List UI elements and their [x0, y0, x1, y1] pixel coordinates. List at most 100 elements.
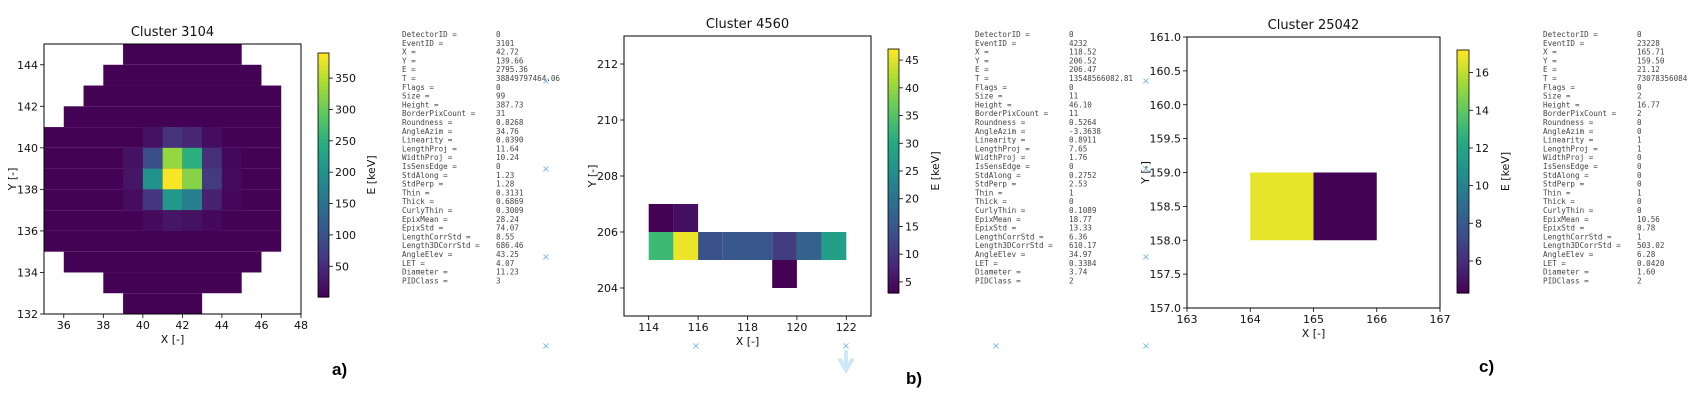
colorbar-band — [888, 179, 899, 184]
param-key: Size = — [402, 92, 430, 101]
param-key: EpixMean = — [1543, 215, 1589, 224]
param-value: 0 — [1069, 197, 1074, 206]
pixel-cell — [182, 168, 203, 190]
colorbar-band — [318, 244, 329, 249]
pixel-cell — [1250, 172, 1314, 241]
colorbar-label: E [keV] — [929, 151, 942, 190]
param-value: 43.25 — [496, 250, 519, 259]
x-tick-label: 120 — [786, 321, 807, 334]
colorbar-tick-label: 300 — [335, 103, 356, 116]
param-key: Length3DCorrStd = — [975, 241, 1053, 250]
param-value: 4232 — [1069, 39, 1087, 48]
colorbar-band — [1457, 252, 1469, 258]
param-key: BorderPixCount = — [402, 109, 476, 118]
param-value: 0 — [1637, 118, 1642, 127]
param-key: EventID = — [975, 39, 1017, 48]
colorbar-band — [888, 93, 899, 99]
colorbar-band — [888, 158, 899, 164]
y-tick-label: 161.0 — [1150, 31, 1182, 44]
param-value: 2795.36 — [496, 65, 528, 74]
param-key: Flags = — [402, 83, 434, 92]
colorbar-tick-label: 10 — [905, 248, 919, 261]
x-tick-label: 166 — [1366, 313, 1387, 326]
pixel-cell — [673, 232, 699, 260]
y-tick-label: 160.5 — [1150, 65, 1182, 78]
param-key: T = — [402, 74, 416, 83]
y-tick-label: 159.0 — [1150, 167, 1182, 180]
colorbar-band — [1457, 212, 1469, 217]
colorbar-band — [318, 272, 329, 278]
colorbar-band — [1457, 62, 1469, 67]
colorbar-band — [888, 199, 899, 205]
param-value: 16.77 — [1637, 100, 1660, 109]
param-key: LengthProj = — [1543, 144, 1598, 153]
parameter-list: DetectorID = 0 EventID = 23228 X = 165.71 Y = 1… — [1543, 30, 1689, 285]
param-value: 31 — [496, 109, 506, 118]
colorbar-band — [318, 240, 329, 245]
colorbar-band — [888, 57, 899, 62]
param-value: 0 — [1637, 171, 1642, 180]
colorbar-band — [1457, 74, 1469, 79]
param-value: 0.3131 — [496, 188, 524, 197]
param-value: 2.53 — [1069, 180, 1087, 189]
param-value: 1 — [1637, 144, 1642, 153]
colorbar-band — [888, 101, 899, 107]
param-key: Diameter = — [1543, 268, 1589, 277]
colorbar-band — [318, 73, 329, 78]
param-key: AngleElev = — [1543, 250, 1594, 259]
pixel-cell — [821, 232, 847, 260]
param-key: WidthProj = — [1543, 153, 1594, 162]
param-value: 2 — [1069, 276, 1074, 285]
cross-marker: × — [992, 341, 1000, 352]
colorbar-band — [1457, 236, 1469, 241]
colorbar-band — [1457, 151, 1469, 156]
chart-title: Cluster 25042 — [1268, 18, 1360, 33]
param-key: LET = — [975, 259, 998, 268]
plot-frame — [43, 43, 302, 315]
colorbar-band — [318, 142, 329, 148]
colorbar-band — [1457, 106, 1469, 112]
colorbar-band — [1457, 264, 1469, 270]
param-value: 0.0390 — [496, 136, 524, 145]
colorbar-band — [888, 81, 899, 87]
x-axis-label: X [-] — [161, 333, 185, 346]
param-key: WidthProj = — [402, 153, 453, 162]
colorbar-band — [888, 171, 899, 176]
param-key: Size = — [1543, 92, 1571, 101]
param-key: Size = — [975, 92, 1003, 101]
colorbar-band — [1457, 110, 1469, 116]
param-key: EventID = — [1543, 39, 1585, 48]
colorbar-band — [318, 150, 329, 156]
param-value: 1 — [1069, 188, 1074, 197]
param-value: 0.5264 — [1069, 118, 1097, 127]
panel-label-a: a) — [332, 360, 348, 379]
colorbar-frame — [1456, 49, 1470, 294]
colorbar-band — [888, 272, 899, 278]
param-value: 0 — [1637, 127, 1642, 136]
param-value: 139.66 — [496, 56, 524, 65]
colorbar-band — [318, 81, 329, 87]
colorbar-label: E [keV] — [1499, 152, 1512, 191]
colorbar-band — [888, 268, 899, 274]
y-tick-label: 132 — [17, 308, 38, 321]
param-key: EpixStd = — [402, 224, 444, 233]
param-value: 0.6869 — [496, 197, 524, 206]
colorbar-band — [318, 264, 329, 270]
param-value: 10.24 — [496, 153, 519, 162]
colorbar-band — [1457, 175, 1469, 181]
param-value: 0 — [1069, 162, 1074, 171]
param-key: Length3DCorrStd = — [402, 241, 480, 250]
colorbar-band — [318, 215, 329, 221]
pixel-cell — [142, 210, 163, 231]
colorbar-tick-label: 14 — [1475, 104, 1489, 117]
panel-label-c: c) — [1479, 357, 1495, 376]
colorbar-band — [1457, 288, 1469, 294]
colorbar-band — [888, 280, 899, 286]
param-value: 34.76 — [496, 127, 519, 136]
pixel-cell — [796, 232, 822, 260]
x-tick-label: 48 — [294, 319, 308, 332]
param-value: 206.52 — [1069, 56, 1096, 65]
colorbar-band — [888, 85, 899, 91]
pixel-cell — [162, 168, 183, 190]
param-key: StdAlong = — [975, 171, 1021, 180]
